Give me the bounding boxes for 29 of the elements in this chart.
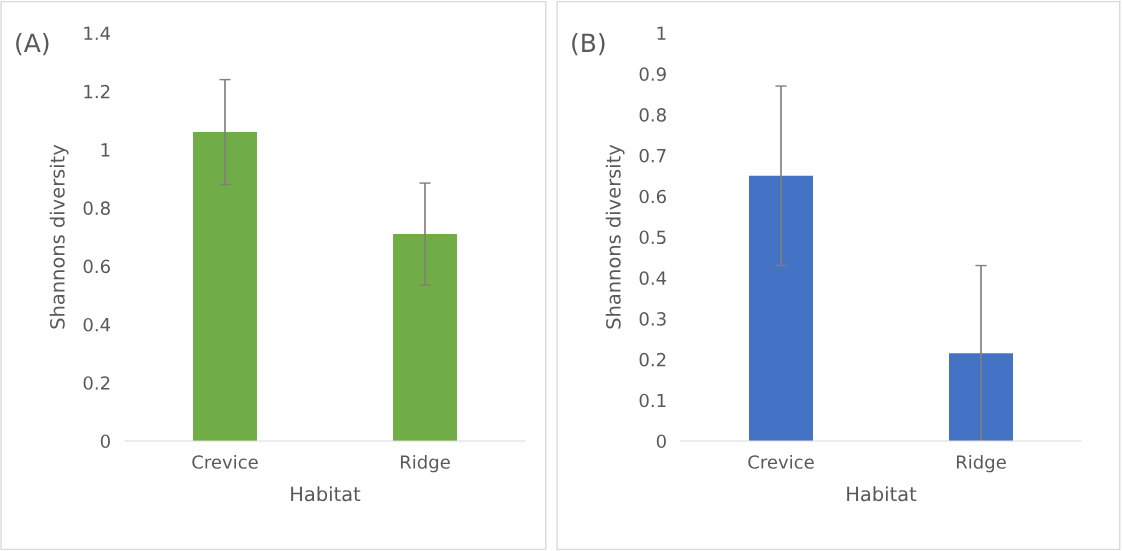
y-tick-label: 0.7 <box>639 148 666 163</box>
y-axis-title: Shannons diversity <box>49 144 69 329</box>
text: (B) <box>572 32 605 56</box>
y-tick-label: 1.2 <box>84 84 110 99</box>
y-tick-label: 0.8 <box>83 201 110 215</box>
x-tick-label: Ridge <box>956 454 1006 473</box>
y-tick-label: 0.2 <box>639 352 666 367</box>
y-tick-label: 0.6 <box>83 259 110 274</box>
x-axis-title: Habitat <box>847 486 917 502</box>
y-tick-label: 0 <box>656 434 666 449</box>
y-tick-label: 0.5 <box>639 230 666 245</box>
y-tick-label: 1.4 <box>84 26 111 40</box>
y-tick-label: 0.3 <box>639 312 666 326</box>
y-tick-label: 0 <box>100 434 110 449</box>
x-tick-label: Ridge <box>400 454 450 473</box>
x-axis-title: Habitat <box>291 486 361 502</box>
y-tick-label: 0.9 <box>639 67 666 81</box>
y-tick-label: 1 <box>101 143 110 157</box>
x-tick-label: Crevice <box>192 454 258 469</box>
y-tick-label: 0.8 <box>639 108 666 122</box>
y-tick-label: 0.4 <box>639 271 667 285</box>
y-tick-label: 0.4 <box>83 317 111 332</box>
text: (A) <box>16 32 49 56</box>
y-tick-label: 0.2 <box>83 376 110 390</box>
x-tick-label: Crevice <box>748 454 814 469</box>
y-tick-label: 0.1 <box>639 393 666 408</box>
y-tick-label: 1 <box>657 26 666 40</box>
y-tick-label: 0.6 <box>639 189 666 204</box>
y-axis-title: Shannons diversity <box>605 144 625 329</box>
